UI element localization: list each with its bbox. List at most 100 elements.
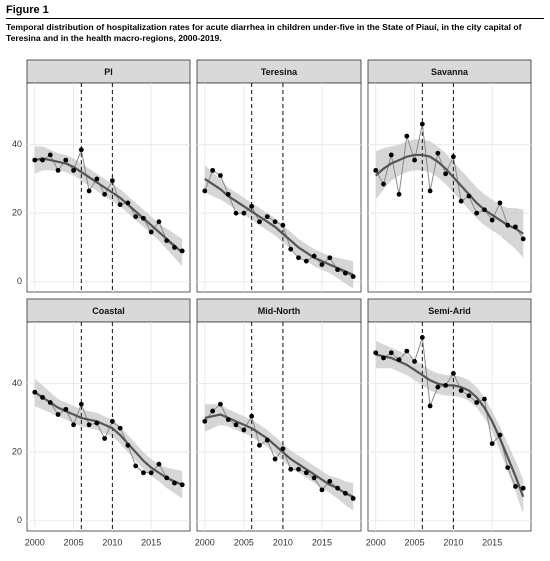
point	[381, 355, 386, 361]
point	[225, 417, 231, 423]
point	[218, 401, 223, 407]
panel-title: Teresina	[261, 67, 298, 77]
point	[404, 133, 410, 139]
point	[218, 173, 223, 178]
point	[179, 248, 185, 254]
x-tick-label: 2005	[64, 537, 84, 547]
panel-title: Savanna	[431, 67, 469, 77]
point	[443, 382, 449, 388]
point	[249, 203, 255, 209]
point	[241, 210, 247, 216]
point	[319, 262, 325, 267]
point	[164, 238, 170, 244]
point	[148, 470, 154, 476]
point	[148, 229, 154, 235]
point	[233, 422, 239, 428]
point	[443, 171, 449, 177]
point	[404, 348, 410, 354]
point	[381, 181, 386, 187]
point	[241, 427, 247, 433]
point	[164, 475, 170, 481]
point	[40, 157, 45, 163]
y-tick-label: 0	[17, 276, 22, 286]
trend-line	[34, 391, 183, 486]
point	[466, 193, 472, 199]
point	[156, 461, 162, 467]
point	[288, 466, 294, 472]
data-line	[375, 124, 524, 240]
point	[489, 217, 495, 223]
x-tick-label: 2010	[273, 537, 293, 547]
point	[78, 401, 84, 407]
point	[94, 420, 100, 426]
point	[419, 121, 425, 127]
point	[311, 475, 317, 481]
point	[350, 496, 356, 501]
point	[513, 484, 518, 489]
point	[264, 437, 270, 443]
point	[396, 357, 402, 363]
point	[202, 418, 208, 424]
point	[497, 432, 503, 438]
point	[474, 400, 480, 405]
point	[303, 470, 309, 476]
point	[210, 408, 216, 414]
point	[117, 202, 123, 208]
y-tick-label: 40	[12, 378, 22, 388]
point	[225, 191, 231, 197]
point	[482, 207, 487, 213]
point	[474, 210, 480, 216]
point	[350, 274, 356, 279]
point	[505, 222, 511, 228]
point	[179, 482, 185, 488]
point	[458, 198, 464, 204]
point	[94, 176, 100, 182]
panel-title: PI	[104, 67, 113, 77]
point	[264, 214, 270, 220]
point	[427, 403, 433, 409]
point	[40, 394, 45, 400]
point	[458, 388, 464, 393]
trend-line	[375, 153, 524, 235]
point	[47, 152, 53, 158]
point	[327, 478, 333, 484]
x-tick-label: 2015	[312, 537, 332, 547]
trend-line	[34, 157, 183, 254]
point	[125, 200, 131, 206]
point	[396, 191, 402, 197]
point	[249, 413, 255, 419]
point	[303, 258, 309, 264]
point	[419, 335, 425, 340]
y-tick-label: 20	[12, 208, 22, 218]
point	[210, 167, 216, 173]
x-tick-label: 2010	[443, 537, 463, 547]
x-tick-label: 2005	[405, 537, 425, 547]
point	[257, 219, 262, 225]
point	[450, 154, 456, 160]
point	[257, 442, 262, 448]
x-tick-label: 2015	[141, 537, 161, 547]
point	[435, 384, 441, 390]
panel	[196, 321, 362, 532]
point	[466, 393, 472, 399]
x-tick-label: 2000	[195, 537, 215, 547]
point	[156, 219, 162, 225]
confidence-band	[34, 378, 183, 499]
point	[272, 219, 278, 225]
point	[63, 406, 69, 412]
point	[125, 442, 131, 448]
point	[373, 167, 379, 173]
point	[388, 350, 394, 356]
point	[327, 255, 333, 261]
point	[373, 350, 379, 356]
point	[412, 157, 417, 163]
point	[520, 485, 526, 491]
point	[288, 246, 294, 252]
confidence-band	[34, 146, 183, 267]
caption: Temporal distribution of hospitalization…	[6, 22, 522, 43]
point	[71, 422, 76, 428]
x-tick-label: 2000	[366, 537, 386, 547]
point	[489, 441, 495, 447]
x-tick-label: 2000	[25, 537, 45, 547]
